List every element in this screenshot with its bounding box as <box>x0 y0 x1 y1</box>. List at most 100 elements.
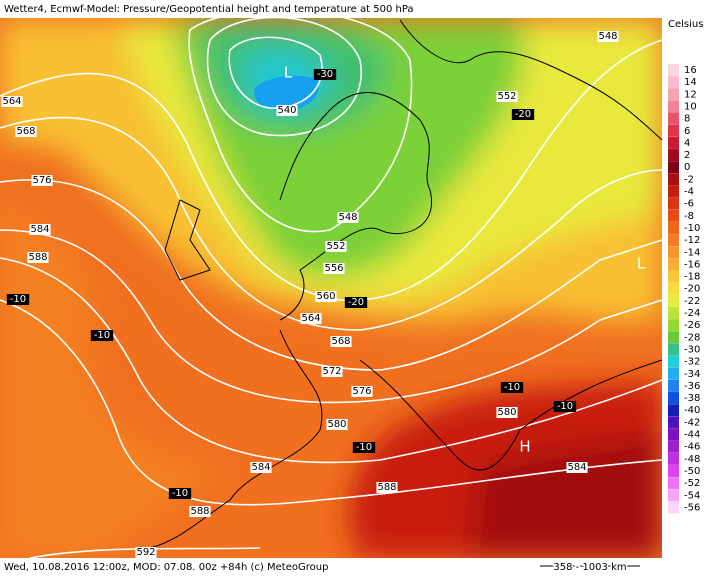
legend-swatch <box>668 294 679 307</box>
legend-label: -12 <box>684 235 700 246</box>
legend-swatch <box>668 307 679 319</box>
legend-swatch <box>668 88 679 101</box>
legend-label: -18 <box>684 272 700 283</box>
contour-label: 568 <box>331 336 350 347</box>
legend-label: 0 <box>684 162 690 173</box>
temperature-label-bg <box>344 297 368 308</box>
temperature-label: -10 <box>172 488 188 499</box>
contour-label: 584 <box>251 462 270 473</box>
legend-swatch <box>668 331 679 344</box>
legend-swatch <box>668 452 679 465</box>
contour-label: 568 <box>16 126 35 137</box>
legend-swatch <box>668 221 679 234</box>
temperature-label-bg <box>6 294 30 305</box>
legend-label: -40 <box>684 405 700 416</box>
temperature-label: -10 <box>557 401 573 412</box>
legend-swatch <box>668 258 679 271</box>
contour-label-bg <box>330 336 352 347</box>
temperature-label: -20 <box>348 297 364 308</box>
legend-swatch <box>668 64 679 76</box>
legend-label: -42 <box>684 417 700 428</box>
pressure-center: H <box>519 438 530 456</box>
legend-swatch <box>668 246 679 259</box>
temperature-label-bg <box>352 442 376 453</box>
legend-label: 4 <box>684 138 690 149</box>
legend-label: 12 <box>684 89 697 100</box>
legend-label: -16 <box>684 259 700 270</box>
scale-text: 358 - 1003 km <box>553 562 626 573</box>
header-title: Wetter4, Ecmwf-Model: Pressure/Geopotent… <box>4 4 414 15</box>
contour-label-bg <box>250 462 272 473</box>
legend-label: -50 <box>684 466 700 477</box>
legend-label: -36 <box>684 381 700 392</box>
contour-label-bg <box>27 252 49 263</box>
legend-label: -14 <box>684 247 700 258</box>
legend-swatch <box>668 404 679 417</box>
temperature-label-bg <box>500 382 524 393</box>
contour-label-bg <box>351 386 373 397</box>
contour-label-bg <box>325 241 347 252</box>
contour-label-bg <box>376 482 398 493</box>
contour-label-bg <box>1 96 23 107</box>
legend-swatch <box>668 209 679 222</box>
contour-label: 588 <box>190 506 209 517</box>
contour-label: 560 <box>316 291 335 302</box>
legend-label: 14 <box>684 77 697 88</box>
legend-label: -2 <box>684 174 694 185</box>
temperature-label-bg <box>168 488 192 499</box>
legend-swatch <box>668 185 679 198</box>
legend-swatch <box>668 489 679 502</box>
contour-label: 564 <box>301 313 320 324</box>
legend-swatch <box>668 136 679 149</box>
contour-label: 572 <box>322 366 341 377</box>
legend-label: -6 <box>684 199 694 210</box>
contour-label-bg <box>315 291 337 302</box>
legend-label: -24 <box>684 308 700 319</box>
contour-label: 592 <box>136 547 155 558</box>
legend-label: -26 <box>684 320 700 331</box>
contour-label: 588 <box>28 252 47 263</box>
footer-bar <box>0 558 720 576</box>
temperature-label: -30 <box>317 69 333 80</box>
contour-label: 552 <box>497 91 516 102</box>
legend-label: 2 <box>684 150 690 161</box>
contour-label-bg <box>300 313 322 324</box>
legend-label: 8 <box>684 114 690 125</box>
legend-label: -28 <box>684 332 700 343</box>
legend-swatch <box>668 367 679 380</box>
contour-label-bg <box>189 506 211 517</box>
contour-label: 552 <box>326 241 345 252</box>
pressure-center: L <box>637 255 646 273</box>
legend-swatch <box>668 161 679 174</box>
legend-label: 16 <box>684 65 697 76</box>
temperature-label-bg <box>553 401 577 412</box>
contour-label: 576 <box>32 175 51 186</box>
legend-swatch <box>668 124 679 137</box>
legend-swatch <box>668 416 679 429</box>
legend-label: -38 <box>684 393 700 404</box>
contour-label: 584 <box>30 224 49 235</box>
legend-label: -22 <box>684 296 700 307</box>
contour-label-bg <box>31 175 53 186</box>
contour-label-bg <box>276 105 298 116</box>
legend-label: -56 <box>684 502 700 513</box>
legend-label: -54 <box>684 490 700 501</box>
contour-label-bg <box>496 407 518 418</box>
contour-label: 588 <box>377 482 396 493</box>
contour-label: 548 <box>598 31 617 42</box>
contour-label-bg <box>337 212 359 223</box>
legend-swatch <box>668 197 679 210</box>
legend-swatch <box>668 149 679 162</box>
legend-label: -20 <box>684 284 700 295</box>
legend-swatch <box>668 440 679 453</box>
pressure-center: L <box>284 64 293 82</box>
legend-label: -32 <box>684 357 700 368</box>
legend-swatch <box>668 76 679 89</box>
coastlines <box>149 19 663 549</box>
contour-label-bg <box>15 126 37 137</box>
legend-swatch <box>668 379 679 392</box>
temperature-label-bg <box>90 330 114 341</box>
contour-label-bg <box>135 547 157 558</box>
contour-label: 580 <box>327 419 346 430</box>
